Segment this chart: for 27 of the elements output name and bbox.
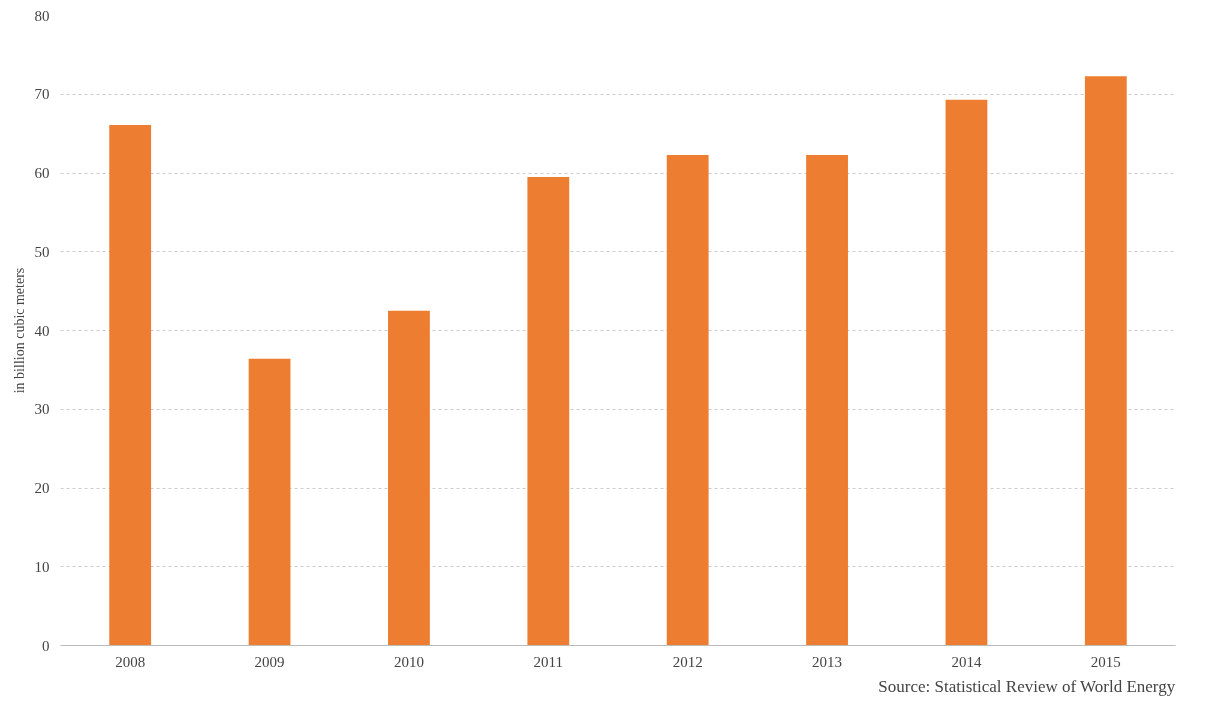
bar: [806, 154, 848, 646]
x-tick-label: 2015: [1090, 653, 1121, 670]
bar: [109, 124, 152, 646]
x-tick-label: 2010: [393, 653, 424, 670]
bar: [1084, 76, 1127, 646]
y-tick-label: 80: [34, 7, 50, 24]
y-tick-label: 50: [34, 243, 50, 260]
y-tick-label: 0: [42, 637, 50, 654]
source-note: Source: Statistical Review of World Energy: [878, 676, 1176, 696]
y-tick-label: 10: [34, 558, 50, 575]
y-tick-label: 20: [34, 480, 50, 496]
y-tick-label: 60: [34, 165, 50, 181]
x-tick-label: 2012: [672, 653, 703, 670]
bar: [527, 176, 570, 646]
x-tick-label: 2008: [115, 653, 146, 670]
y-tick-label: 70: [34, 86, 50, 103]
y-tick-label: 30: [34, 401, 50, 418]
bar: [388, 310, 430, 646]
bar: [945, 99, 988, 646]
y-axis-title: in billion cubic meters: [11, 267, 27, 394]
y-tick-label: 40: [34, 322, 50, 339]
bar: [248, 358, 291, 646]
x-tick-label: 2009: [254, 653, 285, 670]
x-tick-label: 2013: [812, 653, 843, 670]
x-tick-label: 2014: [951, 653, 982, 670]
bar: [666, 154, 709, 646]
x-tick-label: 2011: [533, 653, 564, 670]
